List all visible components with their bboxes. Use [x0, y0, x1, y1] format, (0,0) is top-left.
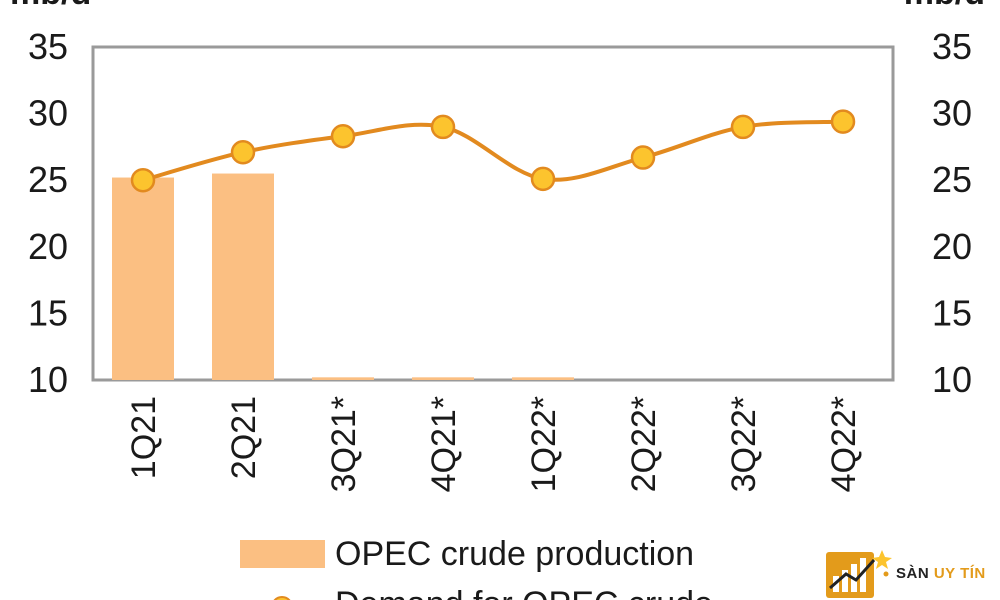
bar-1q21: [112, 177, 174, 380]
demand-point-4q22: [830, 109, 856, 134]
demand-point-4q21: [430, 114, 456, 140]
unit-labels: mb/d mb/d: [10, 0, 985, 12]
watermark-brand-part2: UY TÍN: [933, 565, 986, 582]
chart-legend: OPEC crude production Demand for OPEC cr…: [240, 535, 713, 600]
watermark-logo: SÀN UY TÍN: [824, 548, 1000, 600]
bar-chart-logo-icon: [826, 550, 892, 598]
demand-point-3q21: [330, 123, 356, 149]
bar-1q22: [512, 377, 574, 380]
category-axis-labels: 1Q21 2Q21 3Q21* 4Q21* 1Q22* 2Q22* 3Q22* 4Q22*: [125, 396, 863, 492]
right-tick-label-15: 15: [932, 292, 972, 333]
legend-label-demand-for-opec-crude: Demand for OPEC crude: [335, 585, 713, 600]
bar-series-opec-crude-production: [112, 173, 574, 380]
right-tick-label-35: 35: [932, 26, 972, 67]
legend-swatch-opec-crude-production: [240, 540, 325, 568]
category-label-4q22: 4Q22*: [825, 396, 863, 492]
left-tick-label-35: 35: [28, 26, 68, 67]
demand-point-1q21: [130, 167, 156, 193]
chart-axes: [91, 45, 895, 382]
left-tick-label-15: 15: [28, 292, 68, 333]
category-label-2q21: 2Q21: [225, 396, 263, 479]
bar-3q21: [312, 377, 374, 380]
left-axis-tick-labels: 10 15 20 25 30 35: [28, 26, 68, 400]
category-label-1q22: 1Q22*: [525, 396, 563, 492]
right-tick-label-30: 30: [932, 93, 972, 134]
watermark-brand-text: SÀN UY TÍN: [896, 565, 986, 582]
right-unit-label: mb/d: [904, 0, 985, 12]
left-unit-label: mb/d: [10, 0, 91, 12]
left-tick-label-20: 20: [28, 226, 68, 267]
category-label-3q21: 3Q21*: [325, 396, 363, 492]
left-tick-label-10: 10: [28, 359, 68, 400]
demand-point-2q22: [630, 145, 656, 170]
category-label-1q21: 1Q21: [125, 396, 163, 479]
right-tick-label-25: 25: [932, 159, 972, 200]
right-tick-label-10: 10: [932, 359, 972, 400]
category-label-3q22: 3Q22*: [725, 396, 763, 492]
line-series-demand-for-opec-crude: [130, 109, 856, 193]
category-label-4q21: 4Q21*: [425, 396, 463, 492]
legend-marker-demand-for-opec-crude: [273, 596, 291, 600]
plot-area-border: [91, 45, 895, 382]
right-tick-label-20: 20: [932, 226, 972, 267]
demand-point-3q22: [730, 114, 756, 140]
category-label-2q22: 2Q22*: [625, 396, 663, 492]
bar-4q21: [412, 377, 474, 380]
demand-point-1q22: [530, 166, 556, 192]
legend-label-opec-crude-production: OPEC crude production: [335, 535, 694, 573]
demand-point-2q21: [230, 139, 256, 165]
right-axis-tick-labels: 10 15 20 25 30 35: [932, 26, 972, 400]
bar-2q21: [212, 173, 274, 380]
watermark-brand-part1: SÀN: [896, 565, 930, 582]
left-tick-label-25: 25: [28, 159, 68, 200]
left-tick-label-30: 30: [28, 93, 68, 134]
